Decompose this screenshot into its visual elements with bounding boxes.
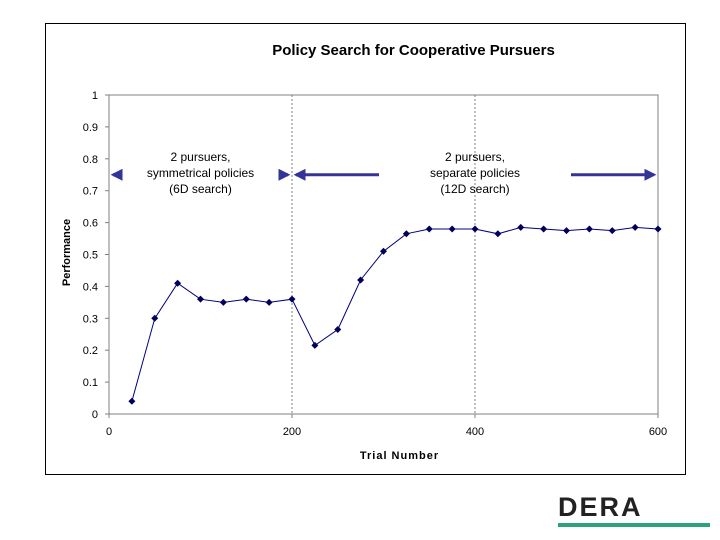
chart-frame: Policy Search for Cooperative Pursuers 0 0…	[45, 23, 686, 475]
y-tick-label: 0.7	[83, 186, 98, 198]
data-point	[402, 230, 410, 238]
y-tick-label: 0.4	[83, 281, 98, 293]
data-point	[151, 314, 159, 322]
annotation-text: separate policies	[430, 166, 520, 180]
annotation-text: 2 pursuers,	[445, 150, 505, 164]
annotation-text: symmetrical policies	[147, 166, 254, 180]
data-point	[242, 295, 250, 303]
chart-title: Policy Search for Cooperative Pursuers	[272, 42, 555, 59]
y-tick-label: 1	[92, 90, 98, 102]
data-point	[494, 230, 502, 238]
data-point	[334, 325, 342, 333]
x-tick-label: 600	[649, 426, 667, 438]
data-point	[265, 298, 273, 306]
chart-svg: Policy Search for Cooperative Pursuers00…	[61, 42, 667, 462]
y-tick-label: 0.1	[83, 377, 98, 389]
data-point	[311, 341, 319, 349]
y-tick-label: 0.2	[83, 345, 98, 357]
data-point	[517, 223, 525, 231]
y-tick-label: 0.8	[83, 154, 98, 166]
y-tick-label: 0.5	[83, 250, 98, 262]
data-point	[540, 225, 548, 233]
annotation-text: (12D search)	[440, 182, 509, 196]
data-point	[654, 225, 662, 233]
data-point	[563, 227, 570, 235]
data-point	[174, 279, 182, 287]
annotation-text: 2 pursuers,	[170, 150, 230, 164]
y-tick-label: 0.6	[83, 218, 98, 230]
data-point	[288, 295, 296, 303]
data-point	[608, 227, 616, 235]
data-point	[219, 298, 227, 306]
data-point	[128, 397, 136, 405]
data-point	[357, 276, 365, 284]
data-point	[585, 225, 593, 233]
x-tick-label: 0	[106, 426, 112, 438]
data-point	[471, 225, 479, 233]
data-point	[448, 225, 456, 233]
x-axis-label: Trial Number	[360, 450, 439, 462]
y-axis-label: Performance	[61, 219, 73, 286]
data-point	[380, 247, 387, 255]
x-tick-label: 400	[466, 426, 484, 438]
series-line-0	[131, 226, 659, 402]
x-tick-label: 200	[283, 426, 301, 438]
data-point	[425, 225, 433, 233]
y-tick-label: 0.9	[83, 122, 98, 134]
y-tick-label: 0	[92, 409, 98, 421]
data-point	[197, 295, 204, 303]
data-point	[631, 223, 639, 231]
logo-text: DERA	[558, 492, 643, 522]
logo-bar	[558, 523, 710, 527]
y-tick-label: 0.3	[83, 313, 98, 325]
annotation-text: (6D search)	[169, 182, 232, 196]
dera-logo: DERA	[558, 494, 710, 530]
